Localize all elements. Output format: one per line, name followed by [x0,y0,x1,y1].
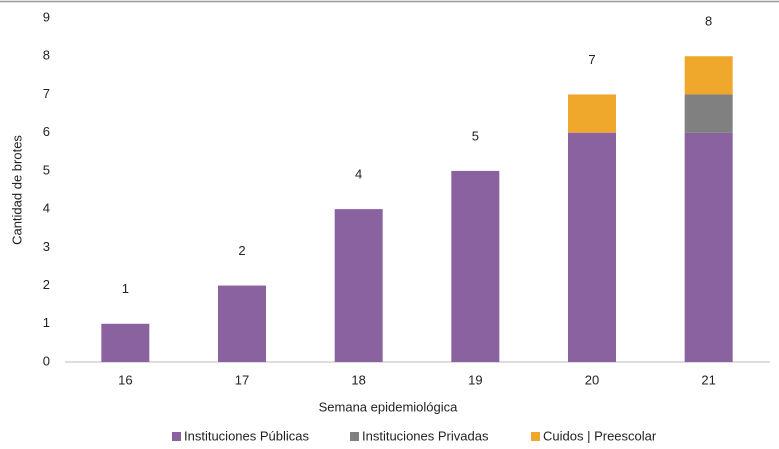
x-tick-label: 21 [701,372,715,387]
y-tick-label: 7 [43,86,50,101]
bar-segment [218,285,266,362]
bar-segment [684,94,733,133]
legend-swatch [531,432,540,441]
x-tick-label: 17 [235,372,249,387]
legend-label: Instituciones Públicas [184,428,310,443]
y-tick-label: 5 [43,162,50,177]
bar-segment [101,323,150,362]
bar-segment [684,132,733,362]
bar-segment [334,209,383,362]
y-tick-label: 8 [43,48,50,63]
total-label: 4 [355,167,362,182]
y-tick-label: 0 [43,353,50,368]
total-label: 7 [588,52,595,67]
total-label: 1 [122,281,129,296]
total-label: 2 [238,243,245,258]
bar-segment [568,132,616,362]
legend-swatch [350,432,359,441]
x-tick-label: 18 [351,372,365,387]
bar-segment [451,170,500,362]
y-tick-label: 3 [43,239,50,254]
y-tick-label: 9 [43,9,50,24]
y-tick-label: 6 [43,124,50,139]
legend-label: Cuidos | Preescolar [543,428,657,443]
bar-segment [684,56,733,95]
y-tick-label: 1 [43,315,50,330]
bar-segment [568,94,616,133]
total-label: 5 [472,128,479,143]
x-tick-label: 19 [468,372,482,387]
legend-swatch [172,432,181,441]
total-label: 8 [705,14,712,29]
y-tick-label: 2 [43,277,50,292]
x-tick-label: 16 [118,372,132,387]
x-axis-title: Semana epidemiológica [319,399,459,414]
y-tick-label: 4 [43,201,50,216]
x-tick-label: 20 [585,372,599,387]
y-axis-title: Cantidad de brotes [9,135,24,245]
legend-label: Instituciones Privadas [362,428,489,443]
